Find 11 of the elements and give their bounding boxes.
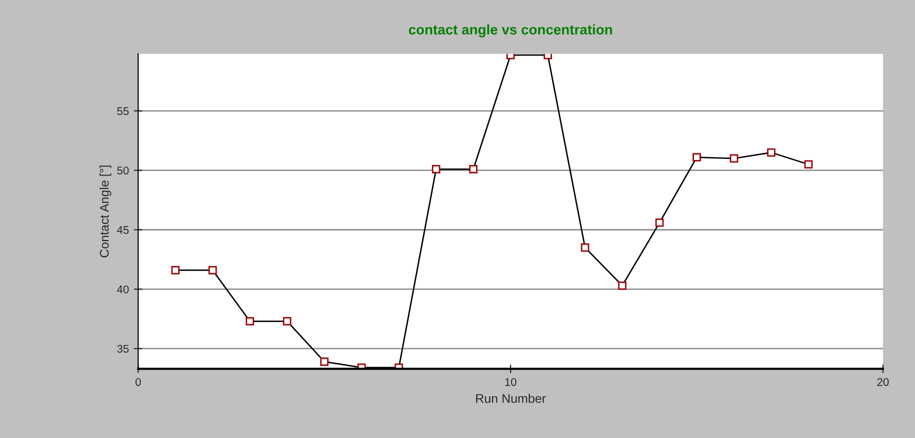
x-tick-label: 20 xyxy=(877,378,889,386)
y-tick-label: 40 xyxy=(117,285,129,294)
y-tick-label: 55 xyxy=(117,107,129,116)
chart-title: contact angle vs concentration xyxy=(408,24,612,38)
y-tick-label: 45 xyxy=(117,226,129,234)
x-axis-title: Run Number xyxy=(476,394,546,403)
x-tick-label: 10 xyxy=(505,378,516,386)
y-axis-title: Contact Angle [°] xyxy=(100,166,112,258)
x-tick-label: 0 xyxy=(136,378,141,386)
y-tick-label: 50 xyxy=(117,166,129,174)
y-tick-label: 35 xyxy=(117,344,129,353)
